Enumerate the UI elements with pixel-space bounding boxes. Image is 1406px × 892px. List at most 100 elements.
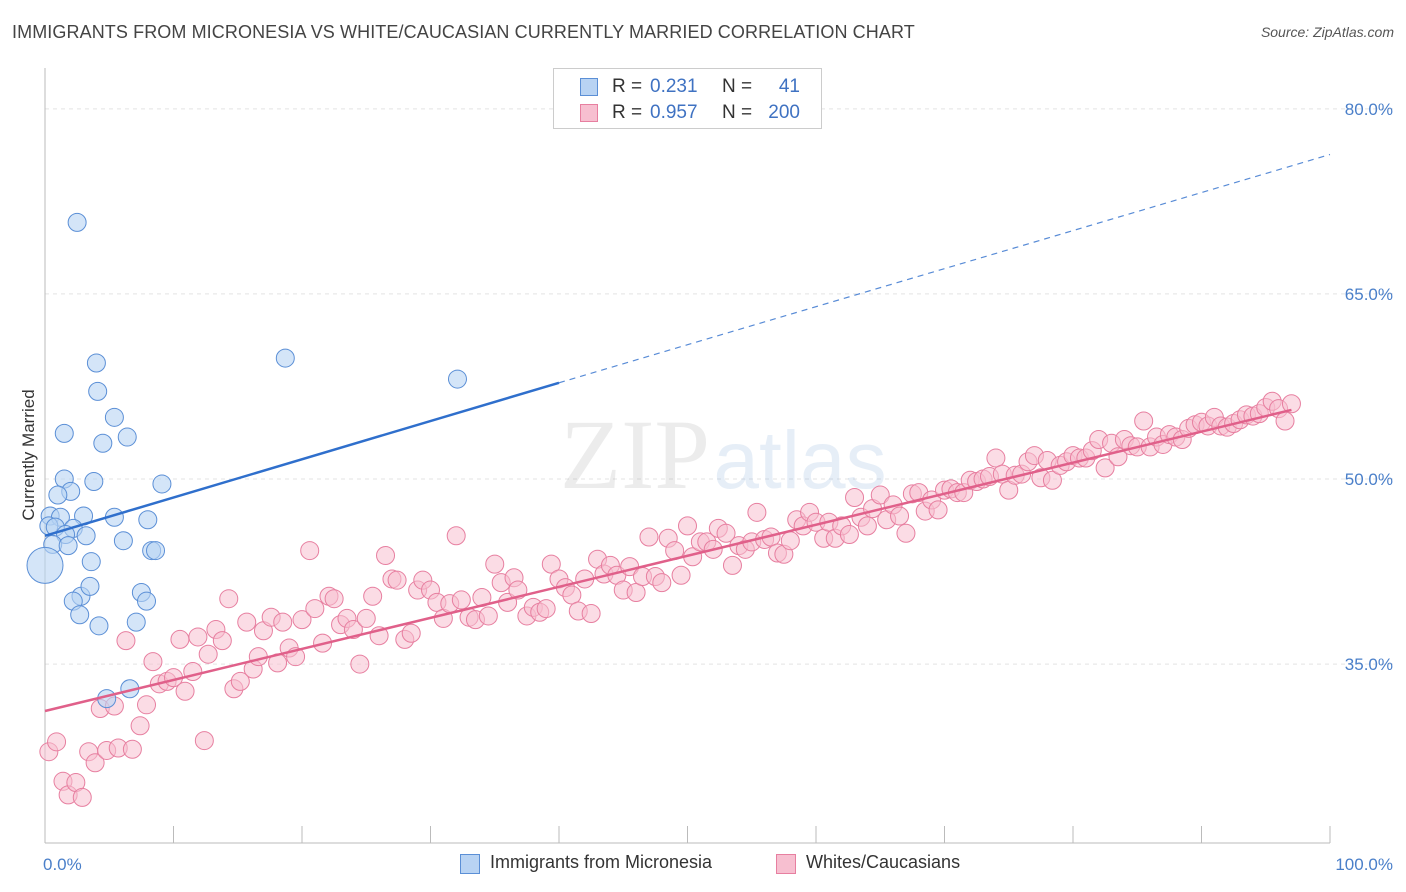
watermark-zip: ZIP bbox=[560, 399, 710, 510]
data-point-whites bbox=[230, 671, 250, 691]
legend-swatch-pink bbox=[580, 104, 598, 122]
data-point-whites bbox=[839, 525, 859, 545]
data-point-whites bbox=[343, 620, 363, 640]
data-point-whites bbox=[137, 695, 157, 715]
data-point-whites bbox=[273, 612, 293, 632]
data-point-micronesia bbox=[81, 552, 101, 572]
data-point-whites bbox=[747, 502, 767, 522]
data-point-whites bbox=[541, 554, 561, 574]
data-point-whites bbox=[451, 590, 471, 610]
data-point-whites bbox=[870, 485, 890, 505]
data-point-whites bbox=[845, 488, 865, 508]
legend-swatch-blue bbox=[580, 78, 598, 96]
data-point-whites bbox=[1281, 394, 1301, 414]
x-tick-label: 0.0% bbox=[43, 855, 82, 874]
legend-swatch-blue bbox=[460, 854, 480, 874]
data-point-micronesia bbox=[447, 369, 467, 389]
data-point-whites bbox=[671, 565, 691, 585]
legend-n-value: 200 bbox=[768, 102, 800, 123]
data-point-whites bbox=[350, 654, 370, 674]
data-point-micronesia bbox=[26, 546, 64, 584]
series-whites-points bbox=[39, 391, 1301, 807]
y-axis-title: Currently Married bbox=[19, 389, 38, 520]
data-point-whites bbox=[896, 523, 916, 543]
data-point-whites bbox=[857, 516, 877, 536]
legend-r-label: R = bbox=[612, 76, 643, 97]
data-point-whites bbox=[219, 589, 239, 609]
legend-n-label: N = bbox=[722, 102, 753, 123]
trend-lines bbox=[44, 153, 1331, 713]
y-tick-label: 65.0% bbox=[1345, 285, 1393, 304]
data-point-whites bbox=[387, 570, 407, 590]
data-point-whites bbox=[780, 531, 800, 551]
data-point-micronesia bbox=[117, 427, 137, 447]
data-point-whites bbox=[363, 586, 383, 606]
data-point-micronesia bbox=[93, 433, 113, 453]
data-point-whites bbox=[986, 448, 1006, 468]
legend-n-label: N = bbox=[722, 76, 753, 97]
data-point-micronesia bbox=[70, 605, 90, 625]
data-point-whites bbox=[1095, 458, 1115, 478]
data-point-micronesia bbox=[76, 526, 96, 546]
data-point-whites bbox=[170, 629, 190, 649]
legend-r-label: R = bbox=[612, 102, 643, 123]
data-point-whites bbox=[47, 732, 67, 752]
data-point-whites bbox=[446, 526, 466, 546]
data-point-micronesia bbox=[80, 576, 100, 596]
data-point-whites bbox=[198, 644, 218, 664]
data-point-whites bbox=[116, 631, 136, 651]
data-point-whites bbox=[356, 608, 376, 628]
data-point-micronesia bbox=[126, 612, 146, 632]
chart-title: IMMIGRANTS FROM MICRONESIA VS WHITE/CAUC… bbox=[12, 22, 915, 42]
tick-labels: 35.0% 50.0% 65.0% 80.0% 0.0% 100.0% bbox=[43, 100, 1393, 874]
legend-row-micronesia: R = 0.231 N = 41 bbox=[554, 74, 821, 100]
data-point-whites bbox=[401, 623, 421, 643]
data-point-whites bbox=[722, 555, 742, 575]
data-point-micronesia bbox=[58, 536, 78, 556]
data-point-micronesia bbox=[88, 381, 108, 401]
data-point-whites bbox=[300, 541, 320, 561]
data-point-whites bbox=[305, 599, 325, 619]
data-point-whites bbox=[716, 523, 736, 543]
data-point-whites bbox=[143, 652, 163, 672]
data-point-whites bbox=[130, 716, 150, 736]
data-point-micronesia bbox=[67, 212, 87, 232]
data-point-whites bbox=[1134, 411, 1154, 431]
grid-lines bbox=[45, 108, 1395, 665]
stats-legend: R = 0.231 N = 41 R = 0.957 N = 200 bbox=[553, 68, 822, 129]
data-point-whites bbox=[122, 739, 142, 759]
y-tick-label: 50.0% bbox=[1345, 470, 1393, 489]
data-point-whites bbox=[376, 546, 396, 566]
data-point-whites bbox=[292, 610, 312, 630]
data-point-whites bbox=[175, 681, 195, 701]
legend-r-value: 0.957 bbox=[650, 102, 698, 123]
data-point-whites bbox=[478, 606, 498, 626]
data-point-micronesia bbox=[137, 591, 157, 611]
data-point-micronesia bbox=[146, 541, 166, 561]
axes bbox=[44, 68, 1331, 844]
data-point-whites bbox=[581, 604, 601, 623]
data-point-micronesia bbox=[113, 531, 133, 551]
data-point-whites bbox=[212, 631, 232, 651]
data-point-whites bbox=[72, 787, 92, 807]
data-point-micronesia bbox=[84, 471, 104, 491]
trend-line-micronesia bbox=[44, 381, 560, 537]
data-point-whites bbox=[485, 554, 505, 574]
data-point-whites bbox=[890, 506, 910, 526]
data-point-whites bbox=[324, 589, 344, 609]
y-tick-label: 80.0% bbox=[1345, 100, 1393, 119]
series-micronesia-points bbox=[26, 212, 467, 709]
trend-line-micronesia-extension bbox=[558, 153, 1331, 384]
watermark: ZIP atlas bbox=[560, 399, 887, 510]
x-tick-label: 100.0% bbox=[1335, 855, 1393, 874]
legend-swatch-pink bbox=[776, 854, 796, 874]
data-point-whites bbox=[626, 583, 646, 603]
data-point-micronesia bbox=[104, 407, 124, 427]
data-point-whites bbox=[536, 599, 556, 619]
data-point-micronesia bbox=[48, 485, 68, 505]
data-point-whites bbox=[639, 527, 659, 547]
legend-label-whites: Whites/Caucasians bbox=[806, 852, 961, 872]
trend-line-whites bbox=[44, 408, 1292, 713]
data-point-whites bbox=[1042, 470, 1062, 490]
